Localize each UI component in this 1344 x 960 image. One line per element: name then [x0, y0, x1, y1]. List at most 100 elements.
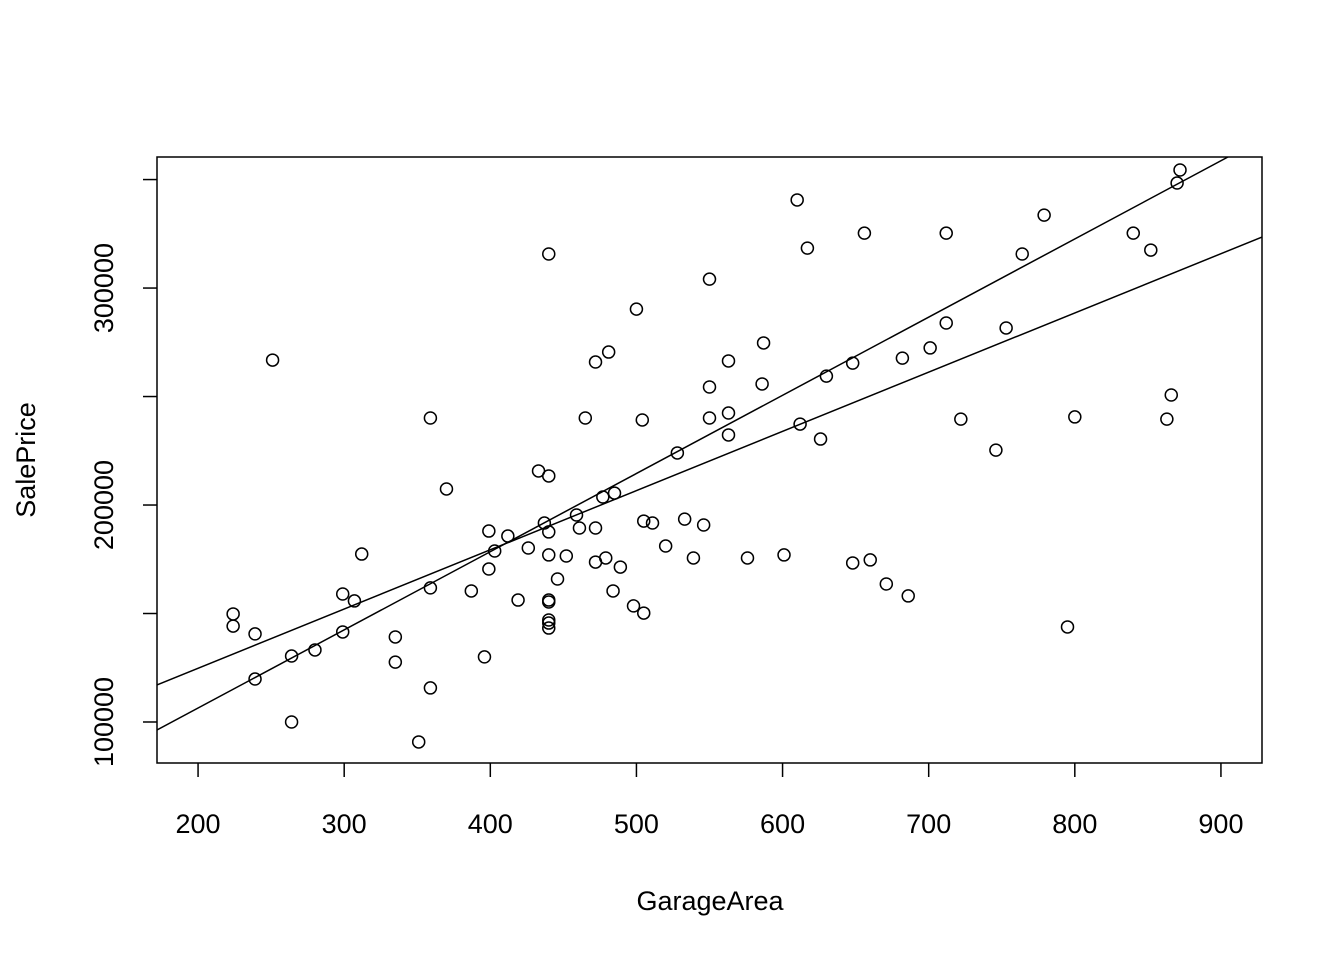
x-tick-label: 400 — [468, 809, 513, 839]
point — [923, 341, 937, 355]
point — [613, 560, 628, 574]
point — [388, 655, 403, 669]
point — [542, 595, 556, 609]
regression-line — [157, 236, 1262, 686]
point — [542, 616, 556, 630]
point — [1015, 247, 1029, 261]
point — [248, 672, 262, 686]
point — [308, 643, 322, 657]
point — [559, 549, 574, 563]
point — [542, 247, 556, 261]
point — [542, 469, 556, 483]
point — [702, 272, 717, 286]
point — [845, 556, 860, 570]
y-tick-label: 300000 — [89, 243, 119, 333]
point — [819, 369, 834, 383]
point — [439, 482, 454, 496]
point — [629, 302, 644, 316]
point — [521, 541, 536, 555]
point — [755, 377, 769, 391]
point — [901, 589, 915, 603]
point — [658, 539, 673, 553]
point — [999, 321, 1013, 335]
point — [423, 411, 438, 425]
point — [477, 650, 492, 664]
point — [702, 411, 717, 425]
point — [756, 336, 771, 350]
point — [1170, 176, 1184, 190]
point — [1126, 226, 1141, 240]
point — [354, 547, 369, 561]
point — [572, 521, 587, 535]
point — [879, 577, 894, 591]
x-tick-label: 900 — [1198, 809, 1243, 839]
point — [542, 548, 556, 562]
point — [989, 443, 1003, 457]
point — [284, 715, 299, 729]
y-tick-label: 100000 — [89, 677, 119, 767]
point — [588, 521, 603, 535]
point — [601, 345, 616, 359]
point — [636, 514, 651, 528]
point — [740, 551, 755, 565]
point — [464, 584, 479, 598]
point — [423, 581, 438, 595]
point — [542, 621, 556, 635]
point — [696, 518, 711, 532]
point — [1060, 620, 1075, 634]
point — [857, 226, 872, 240]
point — [1144, 243, 1158, 257]
point — [645, 516, 660, 530]
point — [411, 735, 426, 749]
x-tick-label: 200 — [176, 809, 221, 839]
x-tick-label: 500 — [614, 809, 659, 839]
point — [939, 316, 953, 330]
point — [388, 630, 403, 644]
point — [777, 548, 791, 562]
y-tick-label: 200000 — [89, 460, 119, 550]
point — [800, 241, 815, 255]
point — [954, 412, 968, 426]
point — [596, 490, 610, 504]
point — [813, 432, 828, 446]
point — [670, 446, 685, 460]
point — [863, 553, 877, 567]
point — [569, 508, 584, 522]
point — [578, 411, 593, 425]
point — [482, 524, 496, 538]
x-axis-label: GarageArea — [636, 886, 784, 916]
regression-line — [157, 157, 1229, 731]
point — [721, 428, 736, 442]
point — [284, 649, 299, 663]
point — [1173, 163, 1187, 177]
point — [588, 355, 603, 369]
point — [939, 226, 953, 240]
plot-area — [157, 157, 1262, 749]
point — [537, 516, 552, 530]
point — [1037, 208, 1051, 222]
x-tick-label: 300 — [322, 809, 367, 839]
x-tick-label: 800 — [1052, 809, 1097, 839]
point — [606, 584, 620, 598]
x-tick-label: 700 — [906, 809, 951, 839]
point — [423, 681, 438, 695]
point — [845, 356, 860, 370]
point — [1160, 412, 1174, 426]
point — [721, 406, 736, 420]
point — [702, 380, 717, 394]
point — [721, 354, 736, 368]
point — [1068, 410, 1082, 424]
point — [1164, 388, 1179, 402]
point — [248, 627, 262, 641]
point — [635, 413, 650, 427]
point — [550, 572, 565, 586]
point — [895, 351, 910, 365]
point — [335, 587, 350, 601]
point — [686, 551, 701, 565]
point — [347, 594, 362, 608]
point — [265, 353, 280, 367]
point — [677, 512, 692, 526]
point — [335, 625, 350, 639]
